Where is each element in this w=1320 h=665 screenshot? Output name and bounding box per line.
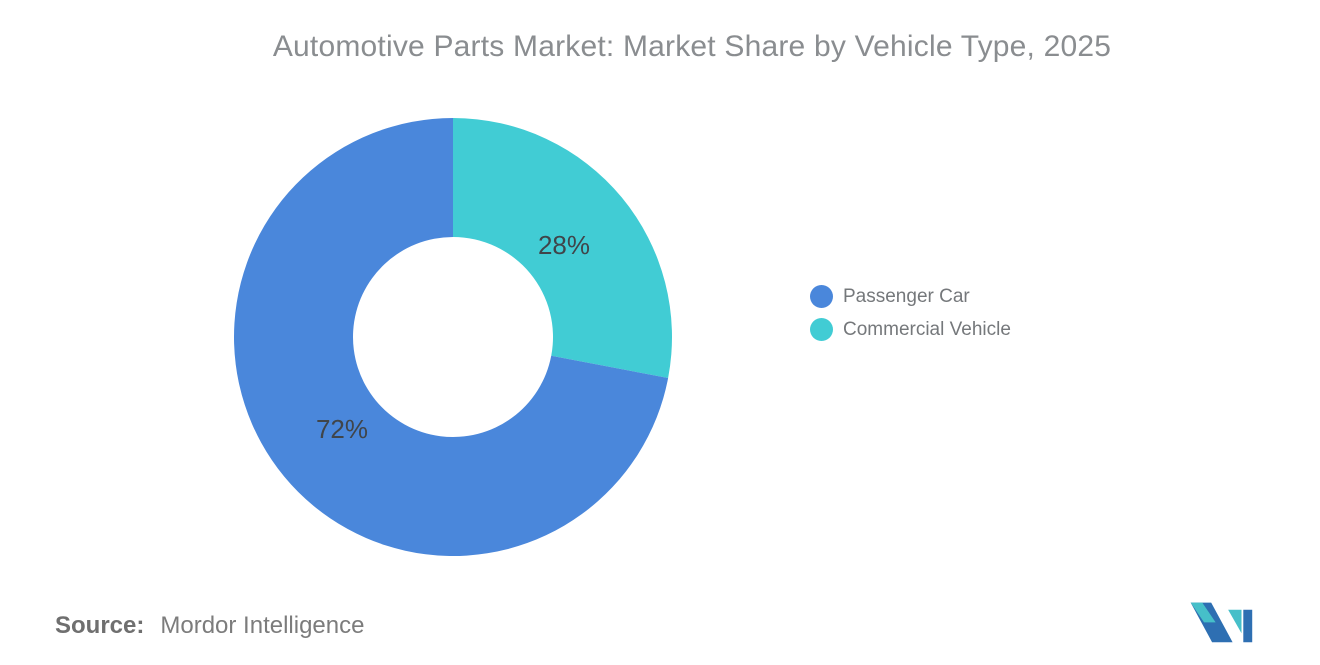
mordor-intelligence-logo — [1190, 602, 1253, 643]
legend-item-commercial-vehicle[interactable]: Commercial Vehicle — [810, 318, 1011, 341]
donut-chart: 28% 72% — [233, 118, 672, 556]
chart-title: Automotive Parts Market: Market Share by… — [272, 30, 1112, 63]
data-label-passenger-car: 72% — [316, 414, 368, 444]
source-value: Mordor Intelligence — [160, 612, 365, 639]
logo-teal-triangle — [1228, 609, 1242, 634]
legend-marker-commercial-vehicle-icon — [810, 318, 833, 341]
pie-slice-passenger-car[interactable] — [233, 118, 669, 556]
source-line: Source: Mordor Intelligence — [55, 612, 364, 640]
pie-slice-commercial-vehicle[interactable] — [453, 118, 672, 379]
data-label-commercial-vehicle: 28% — [538, 230, 590, 260]
legend-label-commercial-vehicle: Commercial Vehicle — [843, 318, 1011, 340]
legend-marker-passenger-car-icon — [810, 285, 833, 308]
logo-blue-bar — [1243, 609, 1253, 643]
source-label: Source: — [55, 612, 145, 639]
legend-label-passenger-car: Passenger Car — [843, 285, 970, 307]
legend-item-passenger-car[interactable]: Passenger Car — [810, 285, 1011, 308]
logo-teal-band — [1190, 602, 1216, 623]
legend: Passenger Car Commercial Vehicle — [810, 285, 1011, 351]
